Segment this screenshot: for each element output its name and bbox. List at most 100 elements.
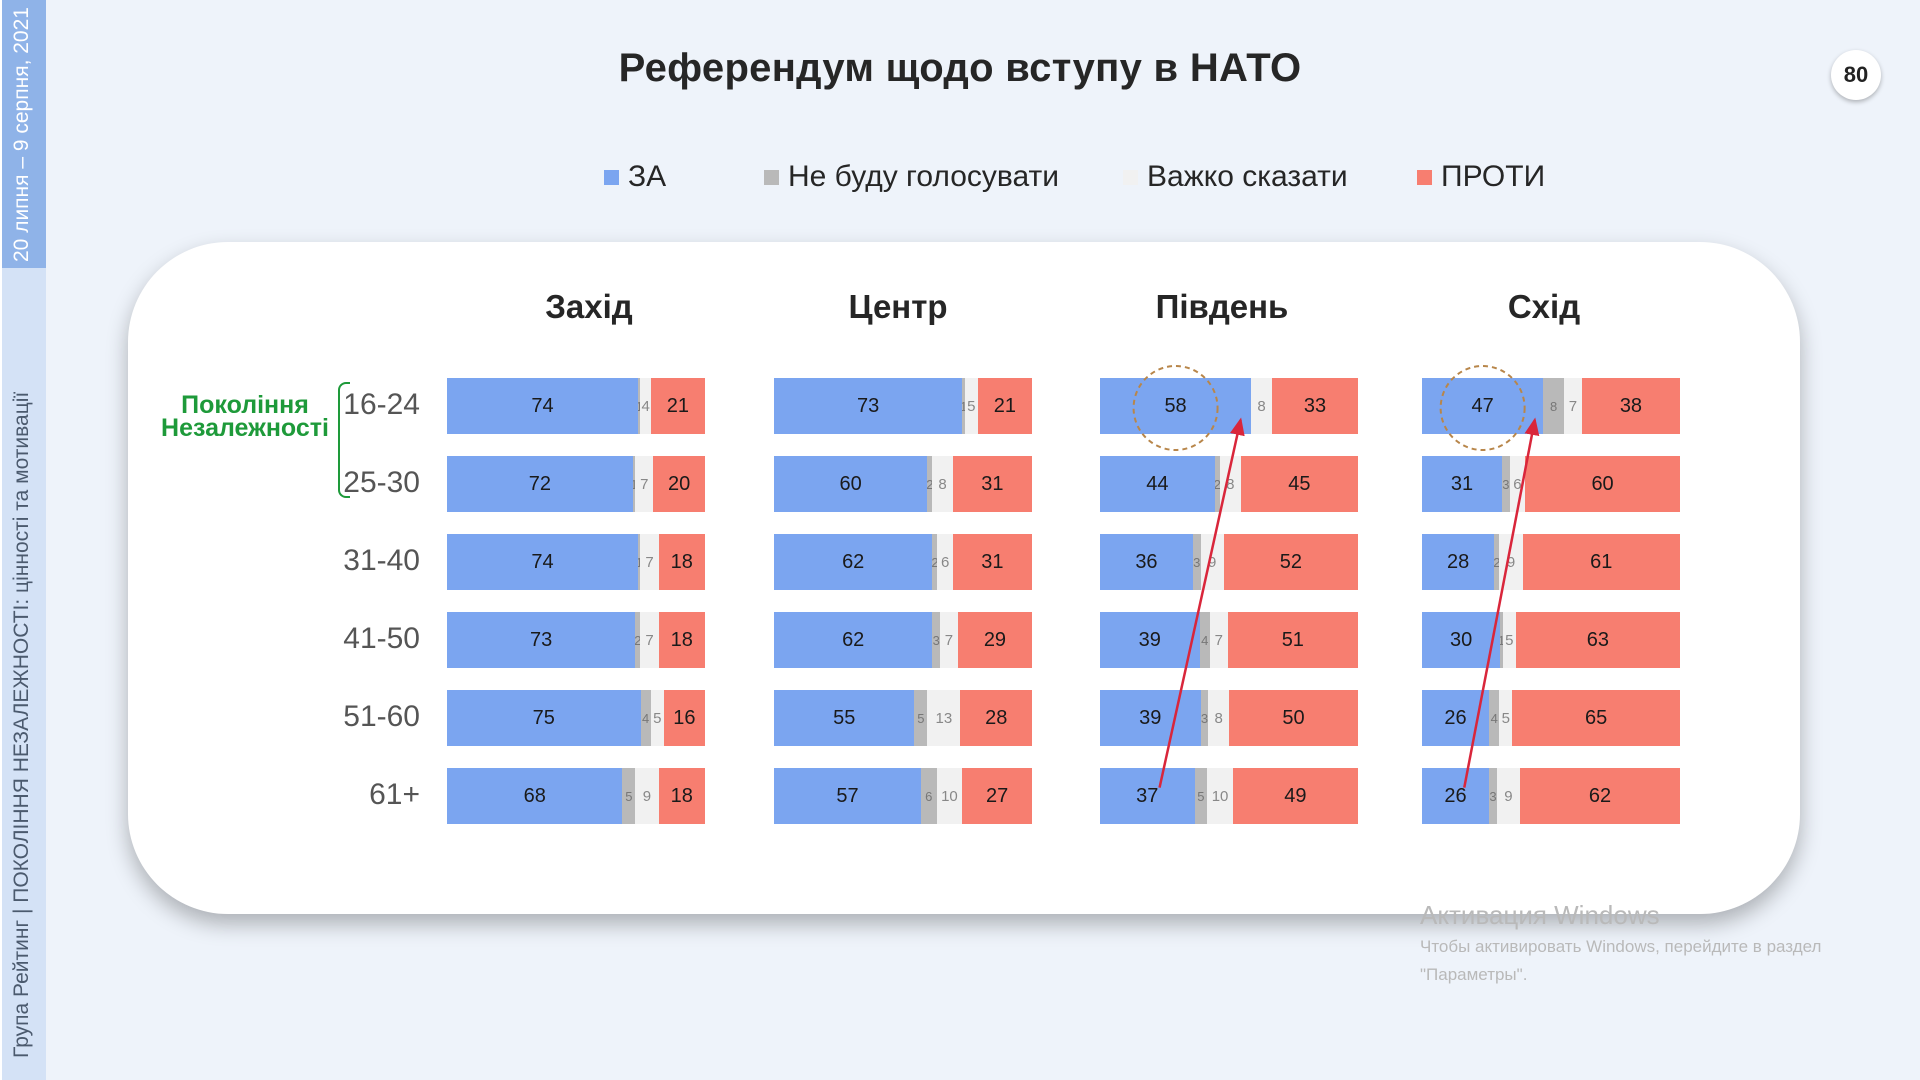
slide-title: Референдум щодо вступу в НАТО — [618, 46, 1302, 90]
bar-segment-za: 55 — [774, 690, 915, 746]
bar-segment-vazhko: 6 — [937, 534, 953, 590]
side-info-bar — [2, 268, 46, 1080]
bar-segment-vazhko: 10 — [936, 768, 963, 824]
bar-segment-vazhko: 8 — [1208, 690, 1229, 746]
legend-swatch-za — [604, 169, 619, 185]
bar-row: 57 6 10 27 — [774, 768, 1032, 824]
bar-segment-za: 26 — [1422, 768, 1490, 824]
bar-segment-ne-budu: 1 — [632, 456, 636, 512]
legend-label-proty: ПРОТИ — [1441, 160, 1546, 193]
bar-segment-proty: 21 — [977, 378, 1032, 434]
bar-segment-za: 60 — [774, 456, 928, 512]
bar-segment-proty: 52 — [1223, 534, 1358, 590]
age-label-3: 41-50 — [343, 622, 420, 655]
bar-segment-ne-budu: 5 — [622, 768, 636, 824]
bar-segment-za: 36 — [1100, 534, 1193, 590]
bar-segment-za: 28 — [1422, 534, 1495, 590]
bar-segment-proty: 28 — [960, 690, 1032, 746]
legend-swatch-ne-budu — [764, 169, 779, 185]
bar-segment-ne-budu: 3 — [1192, 534, 1201, 590]
bar-segment-za: 74 — [447, 534, 638, 590]
bar-segment-proty: 50 — [1228, 690, 1358, 746]
panel-title-tsentr: Центр — [848, 288, 948, 325]
bar-segment-za: 44 — [1100, 456, 1215, 512]
bar-row: 62 2 6 31 — [774, 534, 1032, 590]
bar-segment-ne-budu: 4 — [1489, 690, 1500, 746]
bar-segment-ne-budu: 8 — [1543, 378, 1564, 434]
bar-segment-za: 75 — [447, 690, 641, 746]
panel-title-pivden: Південь — [1155, 288, 1289, 325]
bar-row: 55 5 13 28 — [774, 690, 1032, 746]
bar-segment-proty: 60 — [1525, 456, 1680, 512]
bar-segment-ne-budu: 3 — [1200, 690, 1209, 746]
bar-row: 44 2 8 45 — [1100, 456, 1358, 512]
bar-row: 301563 — [1422, 612, 1680, 668]
watermark-title: Активация Windows — [1420, 900, 1660, 930]
bar-segment-vazhko: 6 — [1509, 456, 1526, 512]
legend-item-vazhko: Важко сказати — [1123, 160, 1348, 194]
bar-row: 75 4 5 16 — [447, 690, 705, 746]
bar-row: 37 5 10 49 — [1100, 768, 1358, 824]
bar-segment-za: 39 — [1100, 612, 1200, 668]
bar-row: 26 3 9 62 — [1422, 768, 1680, 824]
bar-segment-ne-budu: 5 — [1194, 768, 1208, 824]
bar-row: 62 3 7 29 — [774, 612, 1032, 668]
bar-segment-vazhko: 8 — [932, 456, 953, 512]
bar-row: 39 3 8 50 — [1100, 690, 1358, 746]
bar-segment-vazhko: 7 — [940, 612, 958, 668]
bar-row: 31 3 6 60 — [1422, 456, 1680, 512]
bar-row: 741421 — [447, 378, 705, 434]
bar-segment-za: 72 — [447, 456, 633, 512]
bar-segment-proty: 18 — [658, 768, 705, 824]
bar-segment-vazhko: 7 — [640, 612, 659, 668]
windows-activation-watermark: Активация Windows Чтобы активировать Win… — [1420, 900, 1821, 987]
bar-segment-vazhko: 5 — [964, 378, 978, 434]
bar-segment-ne-budu: 3 — [1501, 456, 1510, 512]
age-label-1: 25-30 — [343, 466, 420, 499]
legend-swatch-proty — [1417, 169, 1432, 185]
bar-segment-vazhko: 13 — [927, 690, 961, 746]
bar-segment-vazhko: 8 — [1251, 378, 1272, 434]
bar-segment-vazhko: 9 — [1496, 768, 1521, 824]
bar-segment-ne-budu: 3 — [932, 612, 941, 668]
bar-row: 741718 — [447, 534, 705, 590]
bar-segment-vazhko: 7 — [640, 534, 659, 590]
bar-row: 58 8 33 — [1100, 378, 1358, 434]
bar-segment-za: 26 — [1422, 690, 1490, 746]
bar-segment-vazhko: 9 — [1499, 534, 1523, 590]
legend-item-za: ЗА — [604, 160, 666, 194]
generation-label: Покоління Незалежності — [161, 391, 329, 442]
bar-segment-vazhko: 5 — [1502, 612, 1516, 668]
panel-title-zakhid: Захід — [545, 288, 633, 325]
bar-segment-ne-budu: 1 — [962, 378, 965, 434]
bar-row: 47 8 7 38 — [1422, 378, 1680, 434]
bar-segment-za: 73 — [774, 378, 963, 434]
bar-segment-ne-budu: 4 — [640, 690, 651, 746]
bar-segment-za: 47 — [1422, 378, 1544, 434]
watermark-line-1: Чтобы активировать Windows, перейдите в … — [1420, 937, 1822, 956]
bar-segment-ne-budu: 2 — [932, 534, 938, 590]
bar-segment-ne-budu: 2 — [927, 456, 933, 512]
bar-segment-proty: 16 — [663, 690, 705, 746]
legend-label-ne-budu: Не буду голосувати — [788, 160, 1060, 193]
page-number-badge: 80 — [1831, 50, 1881, 100]
bar-segment-za: 74 — [447, 378, 638, 434]
bar-segment-proty: 65 — [1512, 690, 1680, 746]
bar-row: 731521 — [774, 378, 1032, 434]
legend-item-ne-budu: Не буду голосувати — [764, 160, 1059, 194]
bar-segment-proty: 29 — [957, 612, 1032, 668]
bar-segment-za: 57 — [774, 768, 922, 824]
bar-segment-proty: 33 — [1271, 378, 1358, 434]
bar-row: 28 2 9 61 — [1422, 534, 1680, 590]
bar-row: 68 5 9 18 — [447, 768, 705, 824]
bar-segment-vazhko: 9 — [635, 768, 659, 824]
bar-segment-proty: 62 — [1520, 768, 1680, 824]
bar-segment-proty: 21 — [650, 378, 705, 434]
age-label-0: 16-24 — [343, 388, 420, 421]
bar-segment-proty: 20 — [653, 456, 705, 512]
side-date-bar — [2, 0, 46, 268]
bar-segment-vazhko: 7 — [1209, 612, 1228, 668]
bar-segment-za: 62 — [774, 534, 933, 590]
legend-swatch-vazhko — [1123, 169, 1138, 185]
bar-segment-proty: 49 — [1232, 768, 1358, 824]
